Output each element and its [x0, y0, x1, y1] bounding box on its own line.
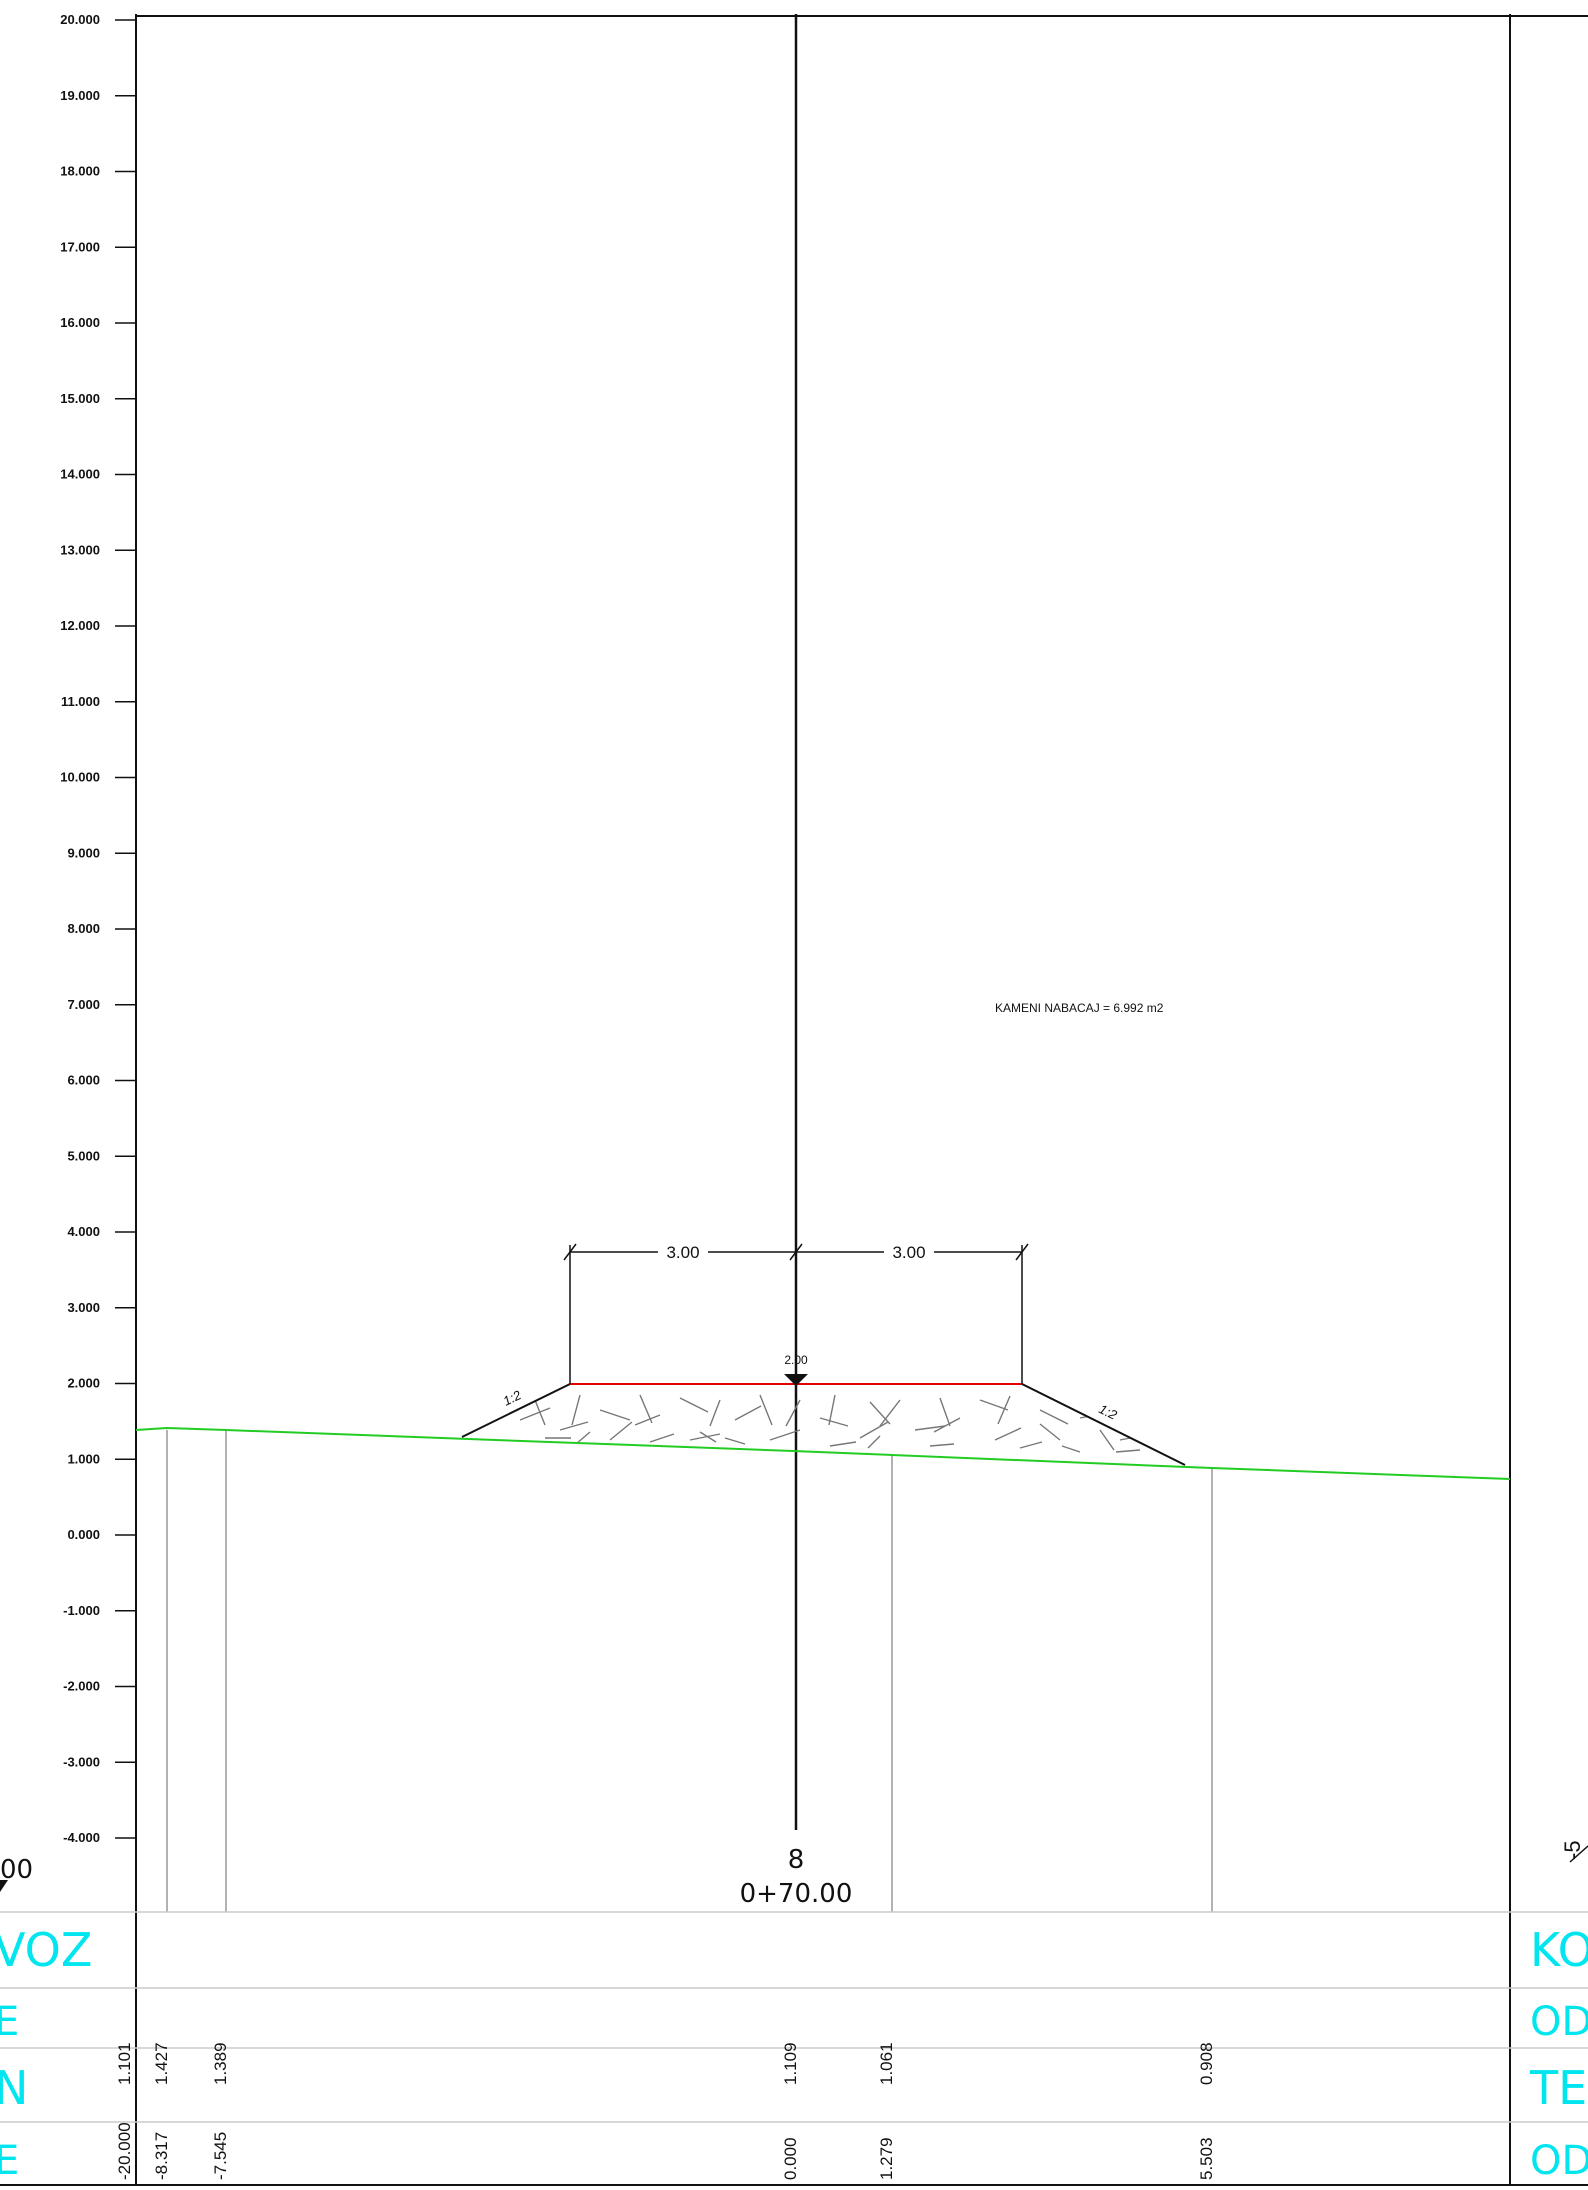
dimension-tick: [1015, 1243, 1029, 1261]
elevation-tick-label: 15.000: [60, 391, 100, 406]
elevation-tick-label: 19.000: [60, 88, 100, 103]
band-label-left-2: E: [0, 1999, 19, 2045]
elevation-tick-label: -2.000: [63, 1679, 100, 1694]
elevation-tick-label: 18.000: [60, 164, 100, 179]
elevation-tick-label: 10.000: [60, 770, 100, 785]
elevation-tick-label: 8.000: [67, 921, 100, 936]
embankment-slope-right: [1021, 1383, 1186, 1466]
elevation-tick-label: 12.000: [60, 618, 100, 633]
dimension-right-label: 3.00: [892, 1243, 925, 1262]
elevation-tick-label: -1.000: [63, 1603, 100, 1618]
elevation-tick-label: 1.000: [67, 1451, 100, 1466]
elevation-tick-label: 14.000: [60, 467, 100, 482]
station-number: 8: [788, 1845, 805, 1875]
terrain-offset-value: -8.317: [152, 2132, 171, 2180]
terrain-elevation-value: 0.908: [1197, 2042, 1216, 2085]
crest-elevation-label: 2.00: [784, 1353, 808, 1367]
elevation-tick-label: -3.000: [63, 1754, 100, 1769]
terrain-offset-value: -20.000: [115, 2122, 134, 2180]
elevation-tick-label: -4.000: [63, 1830, 100, 1845]
terrain-elevation-value: 1.389: [211, 2042, 230, 2085]
elevation-tick-label: 13.000: [60, 542, 100, 557]
terrain-offset-value: -7.545: [211, 2132, 230, 2180]
terrain-line: [135, 1426, 1511, 1480]
station-chainage: 0+70.00: [740, 1879, 853, 1909]
elevation-axis: 20.000 19.000 18.000 17.000 16.000 15.000 14.0…: [60, 12, 136, 1845]
elevation-marker-icon: [784, 1374, 808, 1386]
dimension-tick: [563, 1243, 577, 1261]
band-label-left-3: N: [0, 2061, 28, 2115]
band-label-left-1: VOZ: [0, 1923, 92, 1977]
elevation-tick-label: 17.000: [60, 239, 100, 254]
band-values: 1.101 -20.000 1.427 -8.317 1.389 -7.545 1.109 0…: [115, 2042, 1216, 2180]
band-label-right-1: KO: [1530, 1923, 1588, 1977]
elevation-tick-label: 2.000: [67, 1376, 100, 1391]
band-label-left-4: E: [0, 2138, 19, 2184]
dimension-tick: [789, 1243, 803, 1261]
elevation-tick-label: 0.000: [67, 1527, 100, 1542]
band-label-right-3: TE: [1529, 2061, 1587, 2115]
elevation-tick-label: 6.000: [67, 1073, 100, 1088]
terrain-elevation-value: 1.061: [877, 2042, 896, 2085]
elevation-tick-label: 3.000: [67, 1300, 100, 1315]
terrain-offset-value: 0.000: [781, 2137, 800, 2180]
band-label-right-4: OD.: [1530, 2138, 1588, 2184]
slope-left-label: 1:2: [501, 1387, 525, 1409]
elevation-tick-label: 11.000: [61, 694, 100, 709]
area-annotation: KAMENI NABACAJ = 6.992 m2: [995, 1001, 1164, 1015]
elevation-tick-label: 7.000: [67, 997, 100, 1012]
terrain-offset-value: 5.503: [1197, 2137, 1216, 2180]
right-fragment-marker-icon: [1569, 1845, 1588, 1863]
elevation-tick-label: 20.000: [60, 12, 100, 27]
terrain-elevation-value: 1.109: [781, 2042, 800, 2085]
left-fragment-marker-icon: [0, 1880, 8, 1892]
terrain-elevation-value: 1.101: [115, 2042, 134, 2085]
terrain-offset-value: 1.279: [877, 2137, 896, 2180]
slope-right-label: 1:2: [1097, 1401, 1121, 1423]
elevation-tick-label: 4.000: [67, 1224, 100, 1239]
embankment-slope-left: [461, 1383, 571, 1438]
elevation-tick-label: 9.000: [67, 845, 100, 860]
right-fragment-label: -5: [1560, 1840, 1585, 1860]
elevation-tick-label: 5.000: [67, 1148, 100, 1163]
terrain-elevation-value: 1.427: [152, 2042, 171, 2085]
elevation-tick-label: 16.000: [60, 315, 100, 330]
dimension-left-label: 3.00: [666, 1243, 699, 1262]
band-label-right-2: OD.: [1530, 1999, 1588, 2045]
